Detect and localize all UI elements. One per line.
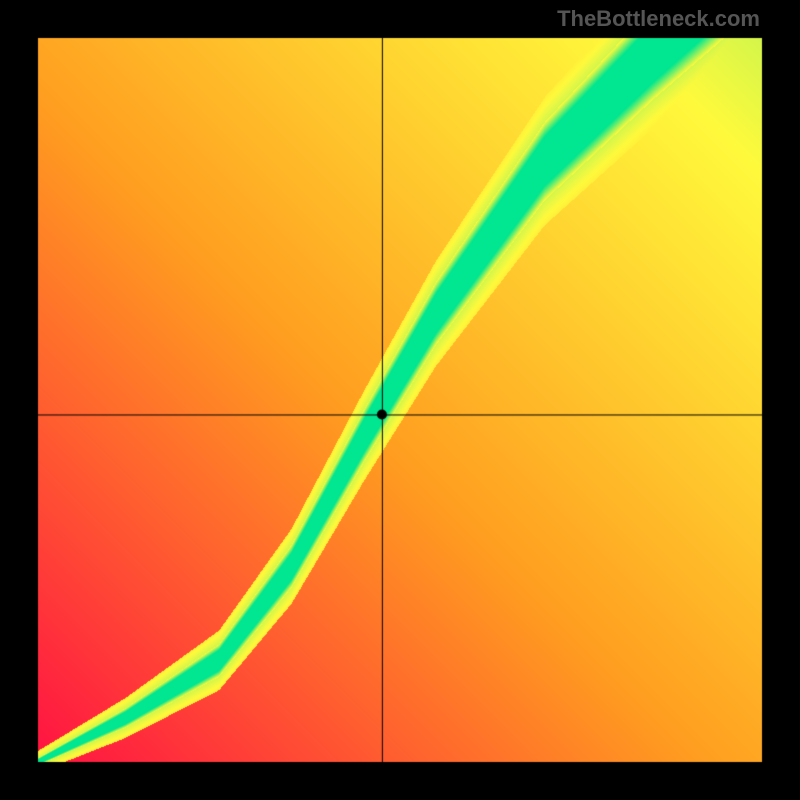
watermark-text: TheBottleneck.com [557,6,760,32]
bottleneck-heatmap [0,0,800,800]
chart-frame: TheBottleneck.com [0,0,800,800]
